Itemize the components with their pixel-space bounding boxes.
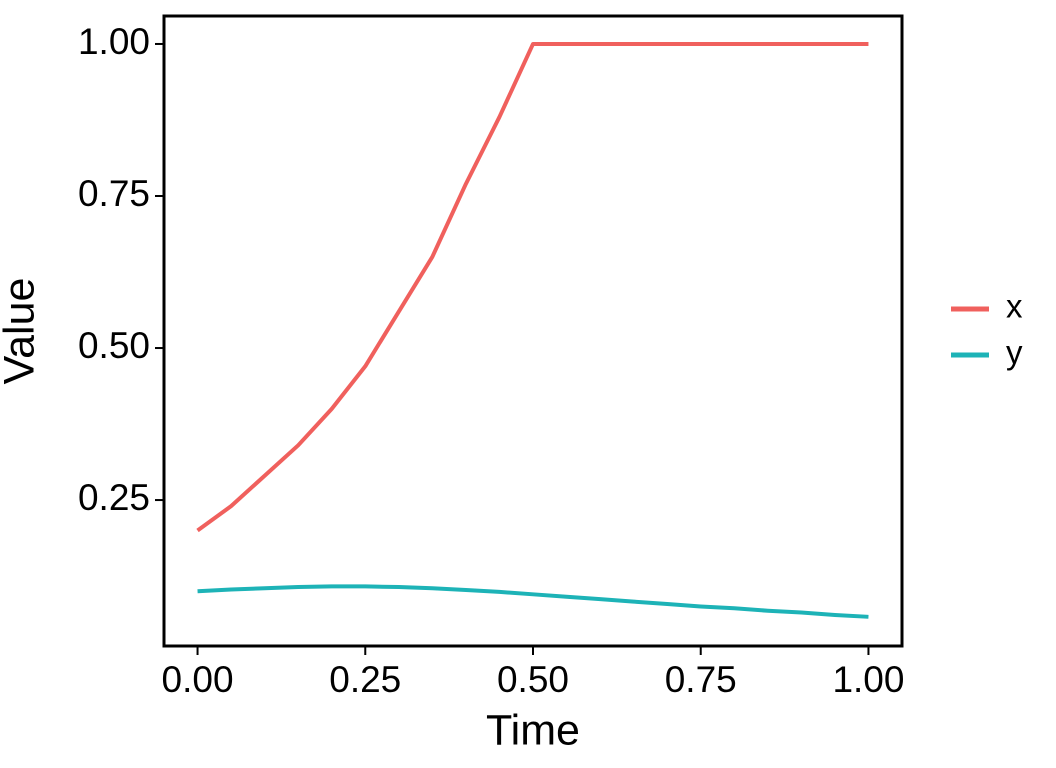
y-tick-label: 1.00 [78,21,150,62]
legend-label: y [1006,334,1023,371]
line [196,41,869,533]
legend-label: x [1006,288,1023,325]
y-tick-label: 0.75 [78,173,150,214]
line [197,584,869,619]
y-axis-title: Value [0,278,43,385]
x-tick-label: 0.25 [329,659,401,700]
x-tick-label: 0.75 [665,659,737,700]
x-tick-label: 0.50 [497,659,569,700]
panel-border [162,14,904,648]
x-tick-label: 0.00 [162,659,234,700]
x-tick-label: 1.00 [832,659,904,700]
y-tick-label: 0.25 [78,477,150,518]
x-axis-title: Time [486,706,580,754]
y-tick-label: 0.50 [78,325,150,366]
